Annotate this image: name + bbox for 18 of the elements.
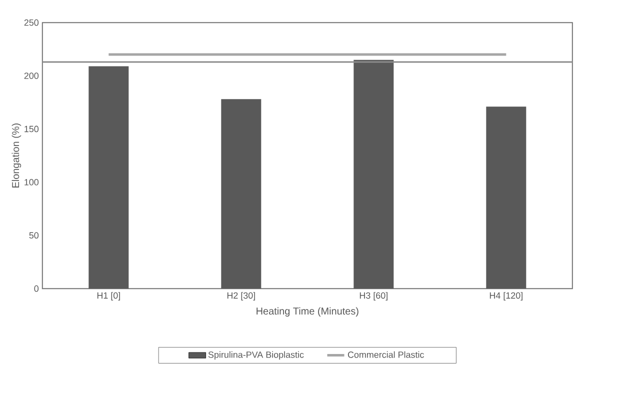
legend-label: Spirulina-PVA Bioplastic [208,351,304,360]
bar [88,66,129,289]
bar [486,106,526,289]
y-tick-label: 50 [29,232,39,239]
x-tick-label: H1 [0] [97,292,120,300]
y-axis-title: Elongation (%) [12,124,22,188]
x-tick-label: H2 [30] [227,292,255,300]
bar [354,60,394,289]
x-axis-title: Heating Time (Minutes) [256,307,358,317]
x-tick-label: H3 [60] [360,292,388,300]
legend-label: Commercial Plastic [348,351,424,358]
y-tick-label: 200 [24,72,39,79]
y-tick-label: 0 [34,285,39,292]
bar [221,99,262,289]
y-tick-label: 150 [24,126,39,132]
y-tick-label: 250 [24,19,39,26]
x-tick-label: H4 [120] [490,292,522,300]
y-tick-label: 100 [24,178,39,186]
